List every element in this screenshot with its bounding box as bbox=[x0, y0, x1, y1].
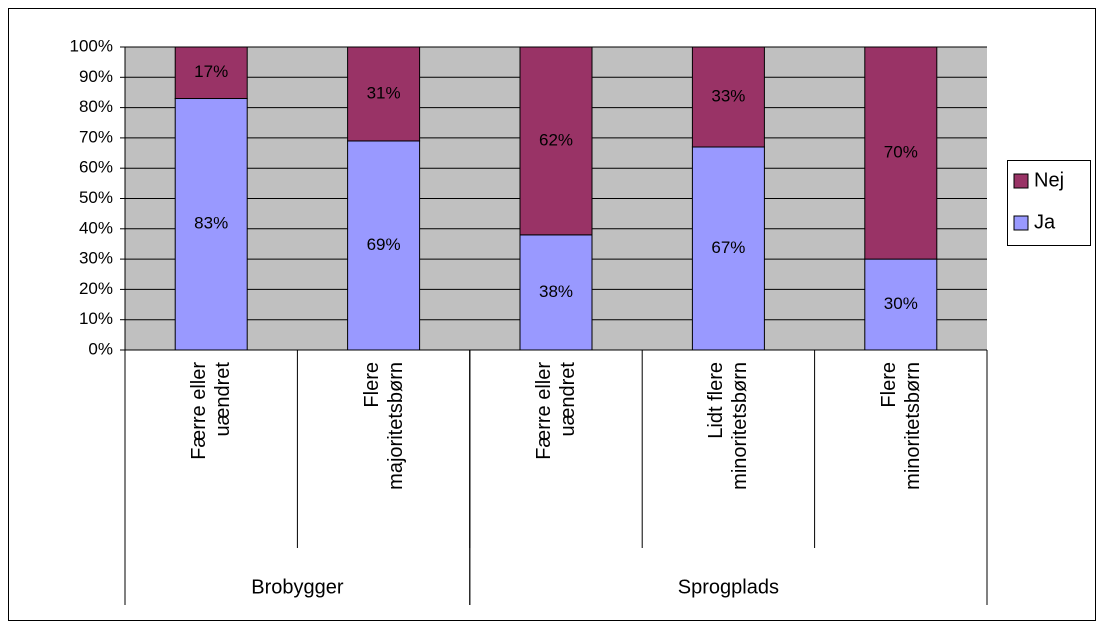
data-label: 33% bbox=[711, 86, 745, 105]
bar-segment bbox=[519, 234, 593, 351]
bar-segment bbox=[864, 258, 938, 351]
y-tick-label: 70% bbox=[79, 127, 113, 146]
category-label: Færre eller uændret bbox=[188, 362, 235, 460]
bar-segment bbox=[347, 46, 421, 142]
y-tick-label: 20% bbox=[79, 279, 113, 298]
y-tick-label: 30% bbox=[79, 249, 113, 268]
legend-label: Nej bbox=[1034, 169, 1064, 191]
data-label: 83% bbox=[194, 214, 228, 233]
data-label: 62% bbox=[539, 130, 573, 149]
y-tick-label: 90% bbox=[79, 67, 113, 86]
y-tick-label: 60% bbox=[79, 158, 113, 177]
bar-segment bbox=[347, 140, 421, 351]
y-tick-label: 80% bbox=[79, 97, 113, 116]
category-label: Flere majoritetsbørn bbox=[360, 362, 407, 490]
group-label: Sprogplads bbox=[678, 576, 779, 598]
data-label: 69% bbox=[367, 235, 401, 254]
y-tick-label: 40% bbox=[79, 218, 113, 237]
data-label: 30% bbox=[884, 294, 918, 313]
data-label: 38% bbox=[539, 282, 573, 301]
group-label: Brobygger bbox=[251, 576, 344, 598]
category-label: Flere minoritetsbørn bbox=[877, 362, 924, 490]
category-label: Lidt flere minoritetsbørn bbox=[705, 362, 752, 490]
data-label: 17% bbox=[194, 62, 228, 81]
y-tick-label: 0% bbox=[88, 339, 113, 358]
data-label: 70% bbox=[884, 143, 918, 162]
bar-segment bbox=[519, 46, 593, 236]
data-label: 67% bbox=[711, 238, 745, 257]
bar-segment bbox=[174, 46, 248, 100]
bar-segment bbox=[864, 46, 938, 260]
data-label: 31% bbox=[367, 83, 401, 102]
bar-segment bbox=[174, 98, 248, 351]
bar-segment bbox=[691, 46, 765, 148]
category-label: Færre eller uændret bbox=[533, 362, 579, 460]
y-tick-label: 100% bbox=[70, 36, 113, 55]
legend-label: Ja bbox=[1034, 211, 1056, 233]
y-tick-label: 10% bbox=[79, 309, 113, 328]
legend-swatch bbox=[1013, 173, 1029, 189]
y-tick-label: 50% bbox=[79, 188, 113, 207]
legend-swatch bbox=[1013, 215, 1029, 231]
